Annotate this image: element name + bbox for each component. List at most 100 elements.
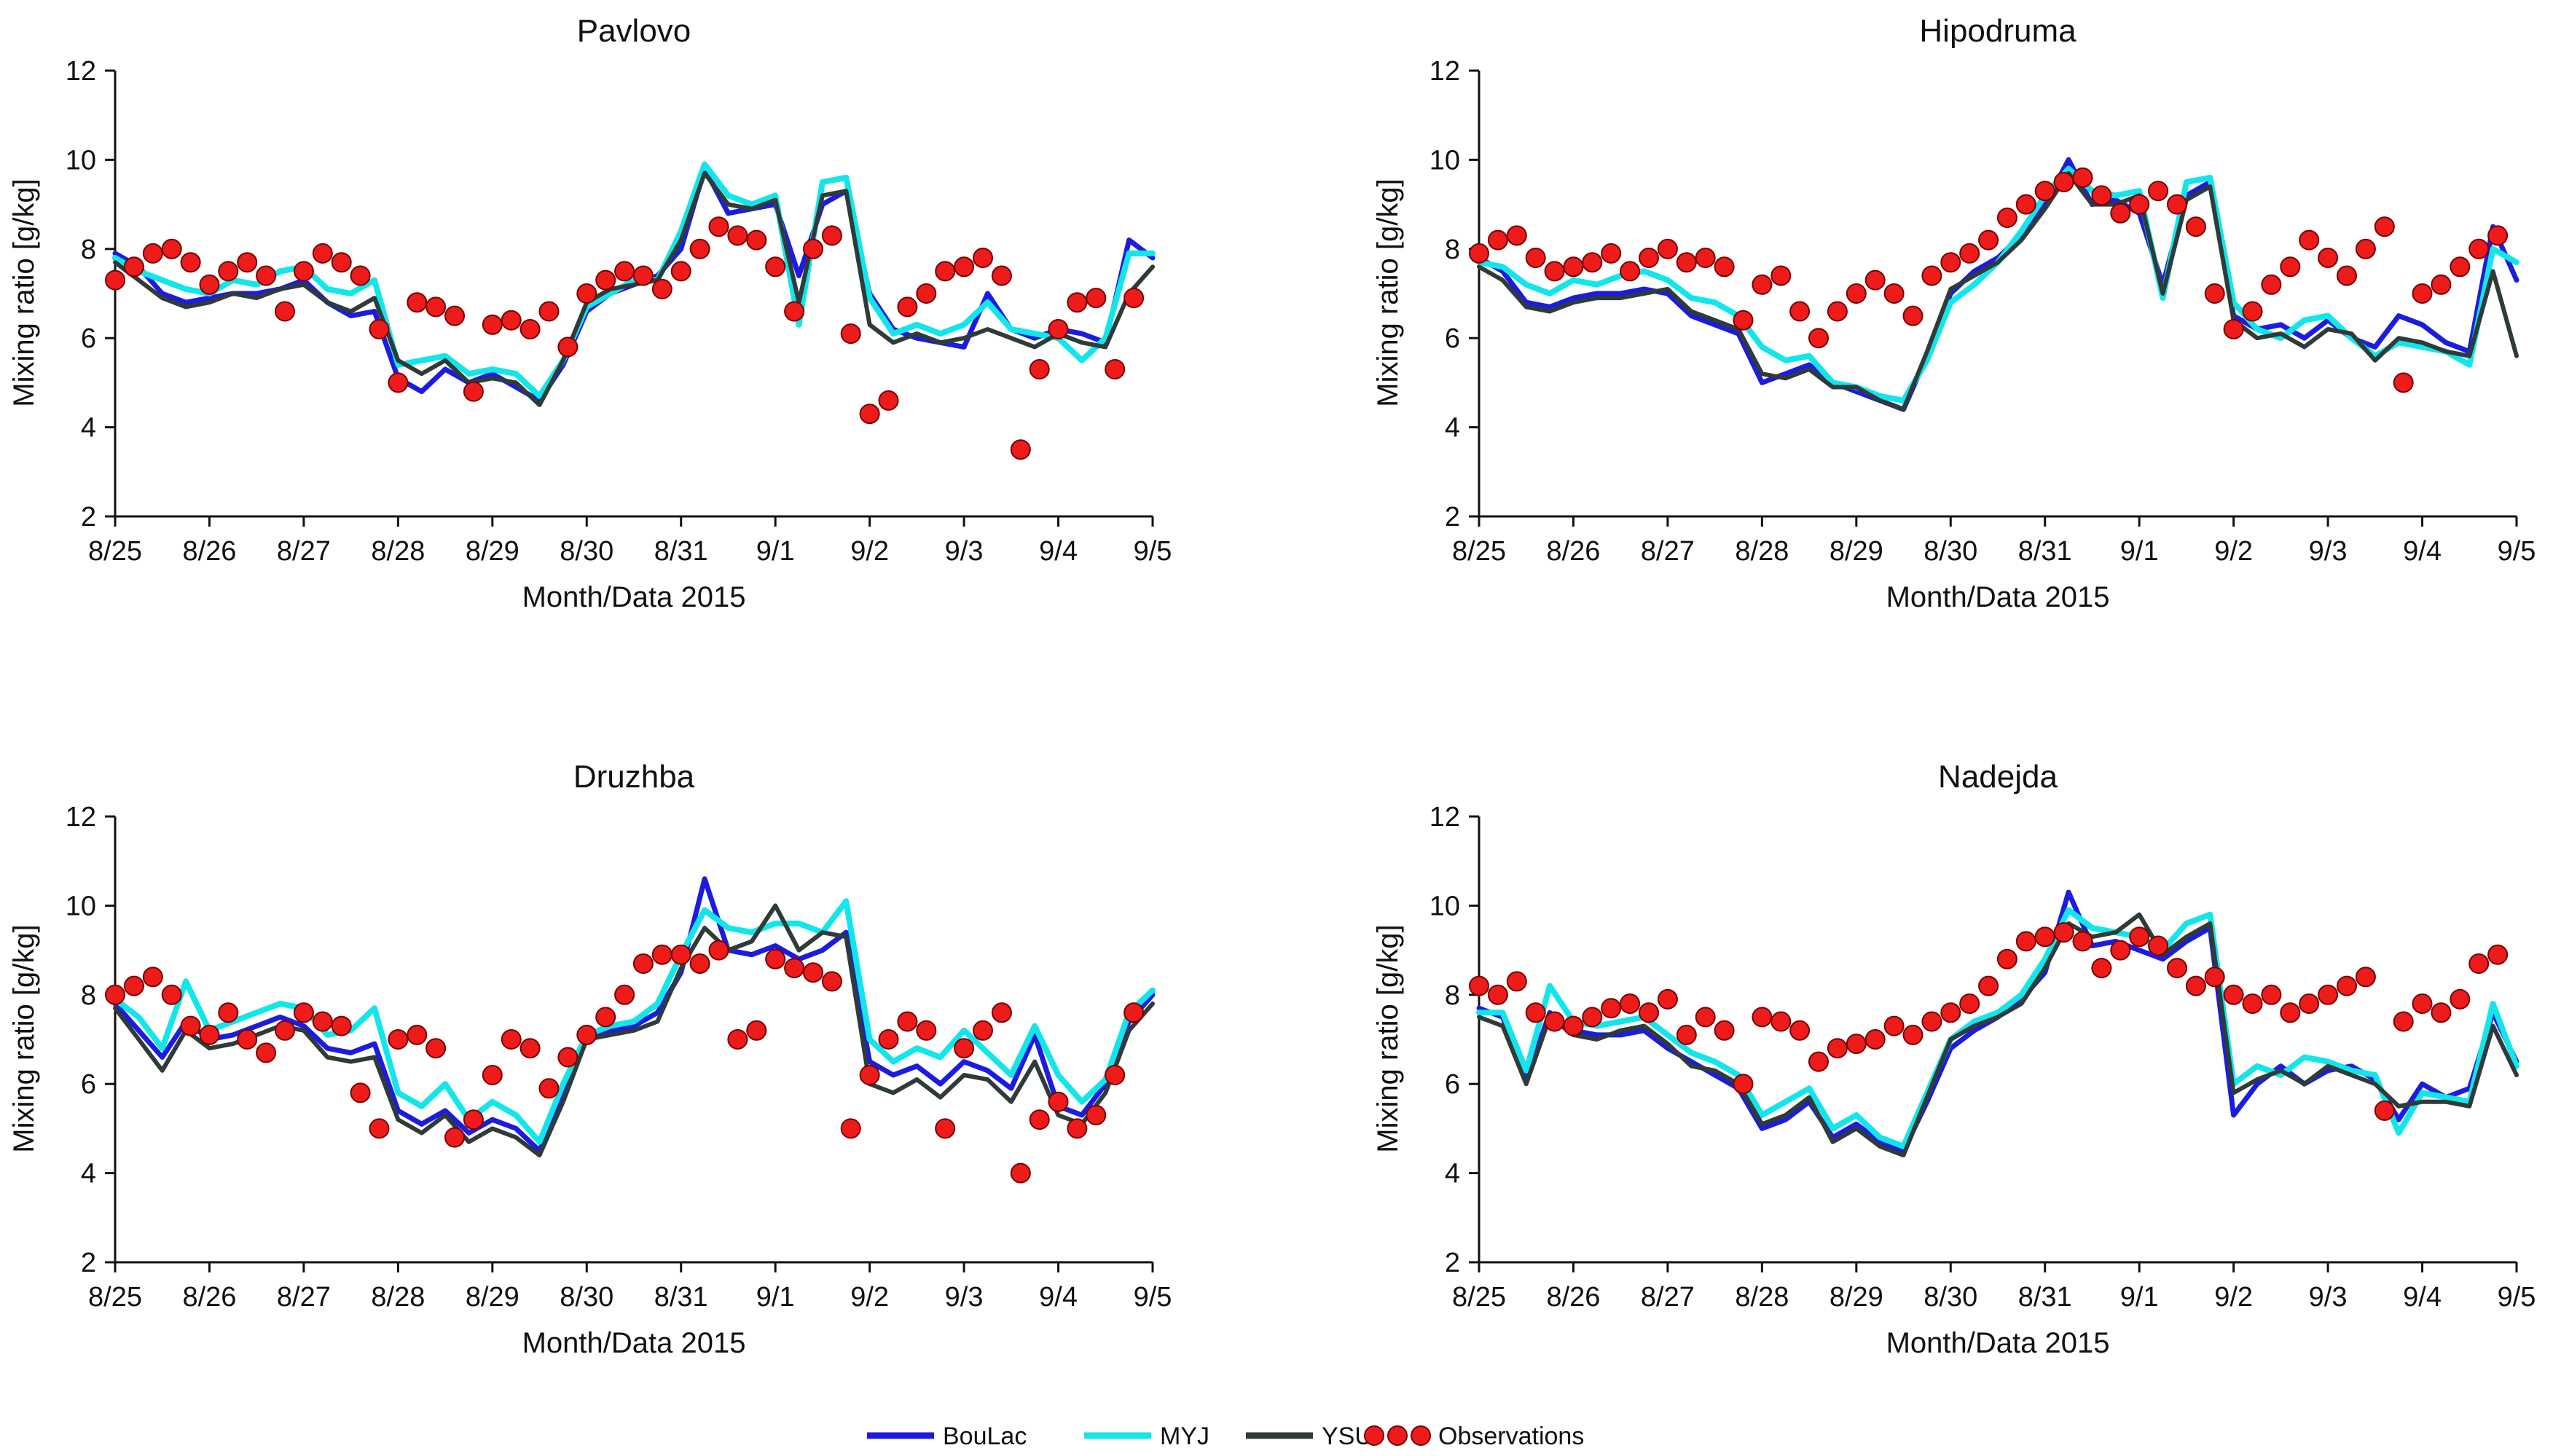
observation-point xyxy=(708,940,729,961)
observation-point xyxy=(199,1024,220,1045)
observation-point xyxy=(670,944,691,965)
observation-point xyxy=(954,1038,975,1059)
observation-point xyxy=(2034,926,2055,948)
observation-point xyxy=(1086,1105,1107,1125)
y-tick-label: 8 xyxy=(1445,235,1460,265)
x-tick-label: 9/1 xyxy=(2120,536,2159,567)
y-tick-label: 8 xyxy=(1445,980,1460,1011)
observation-point xyxy=(444,305,465,326)
observation-point xyxy=(2431,1002,2452,1023)
panel-pavlovo: Pavlovo 2 4 6 8 10 12 8/25 8/26 8/27 8/28 8/29 8/30… xyxy=(8,13,1172,613)
observation-point xyxy=(2337,265,2357,286)
observation-point xyxy=(538,301,560,322)
observation-point xyxy=(2487,944,2509,965)
plot-area: 2 4 6 8 10 12 8/25 8/26 8/27 8/28 8/29 8/30 8/31 9/1 9… xyxy=(1430,56,2536,567)
observation-point xyxy=(632,265,654,286)
observation-point xyxy=(897,1011,918,1032)
observation-point xyxy=(765,256,786,278)
observation-point xyxy=(1123,1002,1145,1023)
y-tick-label: 4 xyxy=(81,413,96,444)
observation-point xyxy=(1582,252,1603,273)
panel-title: Nadejda xyxy=(1938,759,2058,795)
observation-point xyxy=(557,337,579,358)
series-line-ysu xyxy=(113,170,1155,407)
observation-point xyxy=(293,261,314,282)
x-tick-label: 9/1 xyxy=(756,536,795,567)
x-tick-label: 8/30 xyxy=(1923,536,1977,567)
observation-point xyxy=(727,1029,748,1050)
observation-point xyxy=(1525,1002,1546,1023)
observation-point xyxy=(1789,1020,1811,1041)
x-tick-label: 8/27 xyxy=(1641,1282,1695,1313)
observation-point xyxy=(1695,1007,1716,1028)
observation-point xyxy=(519,1038,541,1059)
observation-point xyxy=(916,283,937,304)
observation-point xyxy=(954,256,975,278)
observation-point xyxy=(463,1109,484,1130)
observation-point xyxy=(1883,283,1905,304)
observation-point xyxy=(1978,975,1999,996)
observation-point xyxy=(161,984,182,1005)
observation-point xyxy=(1601,998,1622,1019)
observation-point xyxy=(2148,935,2169,956)
observation-point xyxy=(1544,261,1565,282)
observation-point xyxy=(2242,301,2263,322)
observation-point xyxy=(1846,1034,1867,1055)
observation-point xyxy=(1620,993,1641,1014)
x-tick-label: 8/26 xyxy=(1546,536,1600,567)
observation-point xyxy=(2242,993,2263,1014)
observation-point xyxy=(275,1020,295,1041)
x-tick-label: 8/28 xyxy=(371,536,425,567)
observation-point xyxy=(105,269,125,291)
x-tick-label: 8/26 xyxy=(182,536,236,567)
y-tick-label: 12 xyxy=(66,802,96,833)
observation-point xyxy=(2129,926,2150,948)
observation-point xyxy=(2299,993,2320,1014)
observation-point xyxy=(1902,305,1923,326)
observation-point xyxy=(689,238,710,259)
x-tick-label: 9/5 xyxy=(2498,1282,2536,1313)
y-axis-label: Mixing ratio [g/kg] xyxy=(8,178,40,406)
observation-point xyxy=(2167,958,2187,979)
x-tick-label: 8/30 xyxy=(1923,1282,1977,1313)
observation-point xyxy=(2393,1011,2414,1032)
observation-point xyxy=(1639,248,1659,268)
observation-point xyxy=(2431,274,2452,295)
x-tick-label: 9/5 xyxy=(2498,536,2536,567)
x-tick-label: 9/4 xyxy=(1039,536,1078,567)
y-tick-label: 12 xyxy=(66,56,96,87)
observation-point xyxy=(538,1078,560,1099)
observation-point xyxy=(237,1029,258,1050)
legend-label-observations: Observations xyxy=(1438,1422,1584,1450)
observation-point xyxy=(821,225,842,246)
observation-point xyxy=(2091,958,2112,979)
observation-point xyxy=(180,252,201,273)
observation-point xyxy=(973,1020,993,1041)
x-tick-label: 9/5 xyxy=(1134,1282,1172,1313)
observation-point xyxy=(407,1024,428,1045)
observation-point xyxy=(1676,252,1697,273)
observation-point xyxy=(991,265,1012,286)
observation-point xyxy=(2450,256,2471,278)
observation-point xyxy=(2223,319,2244,339)
observation-point xyxy=(2355,967,2376,988)
observation-point xyxy=(1996,948,2017,969)
x-axis-label: Month/Data 2015 xyxy=(1886,1327,2110,1359)
series-line-ysu xyxy=(1477,912,2519,1158)
observation-point xyxy=(2374,1100,2395,1121)
x-tick-label: 8/27 xyxy=(277,536,331,567)
observation-point xyxy=(1620,261,1641,282)
observation-point xyxy=(1010,439,1031,460)
observation-point xyxy=(2072,167,2093,188)
panel-nadejda: Nadejda 2 4 6 8 10 12 8/25 8/26 8/27 8/28 8/29 8/30… xyxy=(1372,759,2536,1359)
x-tick-label: 8/27 xyxy=(1641,536,1695,567)
observation-point xyxy=(2487,225,2509,246)
y-tick-label: 6 xyxy=(81,323,96,354)
observation-point xyxy=(2261,274,2282,295)
observation-point xyxy=(840,323,861,345)
y-tick-label: 2 xyxy=(1445,1248,1460,1278)
y-axis-label: Mixing ratio [g/kg] xyxy=(8,924,40,1152)
y-axis-label: Mixing ratio [g/kg] xyxy=(1372,924,1404,1152)
observation-point xyxy=(1695,248,1716,268)
observation-point xyxy=(1105,359,1126,379)
